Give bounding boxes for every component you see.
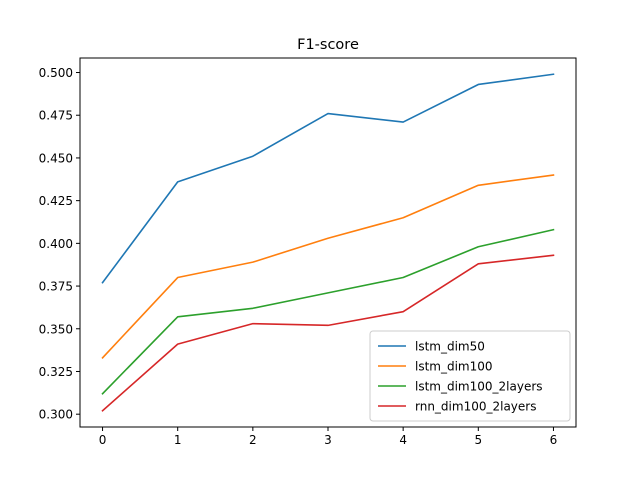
y-tick-label: 0.300 xyxy=(39,408,73,422)
x-tick-label: 4 xyxy=(399,433,407,447)
y-tick-label: 0.375 xyxy=(39,280,73,294)
legend-label: rnn_dim100_2layers xyxy=(415,400,536,414)
y-tick-label: 0.450 xyxy=(39,151,73,165)
y-tick-label: 0.500 xyxy=(39,66,73,80)
series-lines xyxy=(101,73,555,412)
x-tick-label: 5 xyxy=(474,433,482,447)
y-tick-label: 0.350 xyxy=(39,322,73,336)
series-line-lstm-dim50 xyxy=(101,73,555,284)
series-line-lstm-dim100-2layers xyxy=(101,228,555,395)
chart-title: F1-score xyxy=(297,37,359,53)
x-tick-label: 0 xyxy=(99,433,107,447)
y-axis: 0.300 0.325 0.350 0.375 0.400 0.425 0.450 0.475… xyxy=(39,66,80,422)
legend-label: lstm_dim50 xyxy=(415,340,485,354)
legend-box xyxy=(369,330,571,422)
series-line-lstm-dim100 xyxy=(101,174,555,359)
legend-label: lstm_dim100 xyxy=(415,360,493,374)
x-tick-label: 3 xyxy=(324,433,332,447)
plot-frame xyxy=(79,57,577,428)
x-tick-label: 1 xyxy=(174,433,182,447)
y-tick-label: 0.325 xyxy=(39,365,73,379)
x-tick-label: 6 xyxy=(550,433,558,447)
legend-label: lstm_dim100_2layers xyxy=(415,380,543,394)
legend: lstm_dim50 lstm_dim100 lstm_dim100_2layers… xyxy=(369,330,571,422)
y-tick-label: 0.425 xyxy=(39,194,73,208)
x-tick-label: 2 xyxy=(249,433,257,447)
x-axis: 0 1 2 3 4 5 6 xyxy=(99,427,558,447)
series-line-rnn-dim100-2layers xyxy=(101,254,555,412)
y-tick-label: 0.475 xyxy=(39,109,73,123)
y-tick-label: 0.400 xyxy=(39,237,73,251)
